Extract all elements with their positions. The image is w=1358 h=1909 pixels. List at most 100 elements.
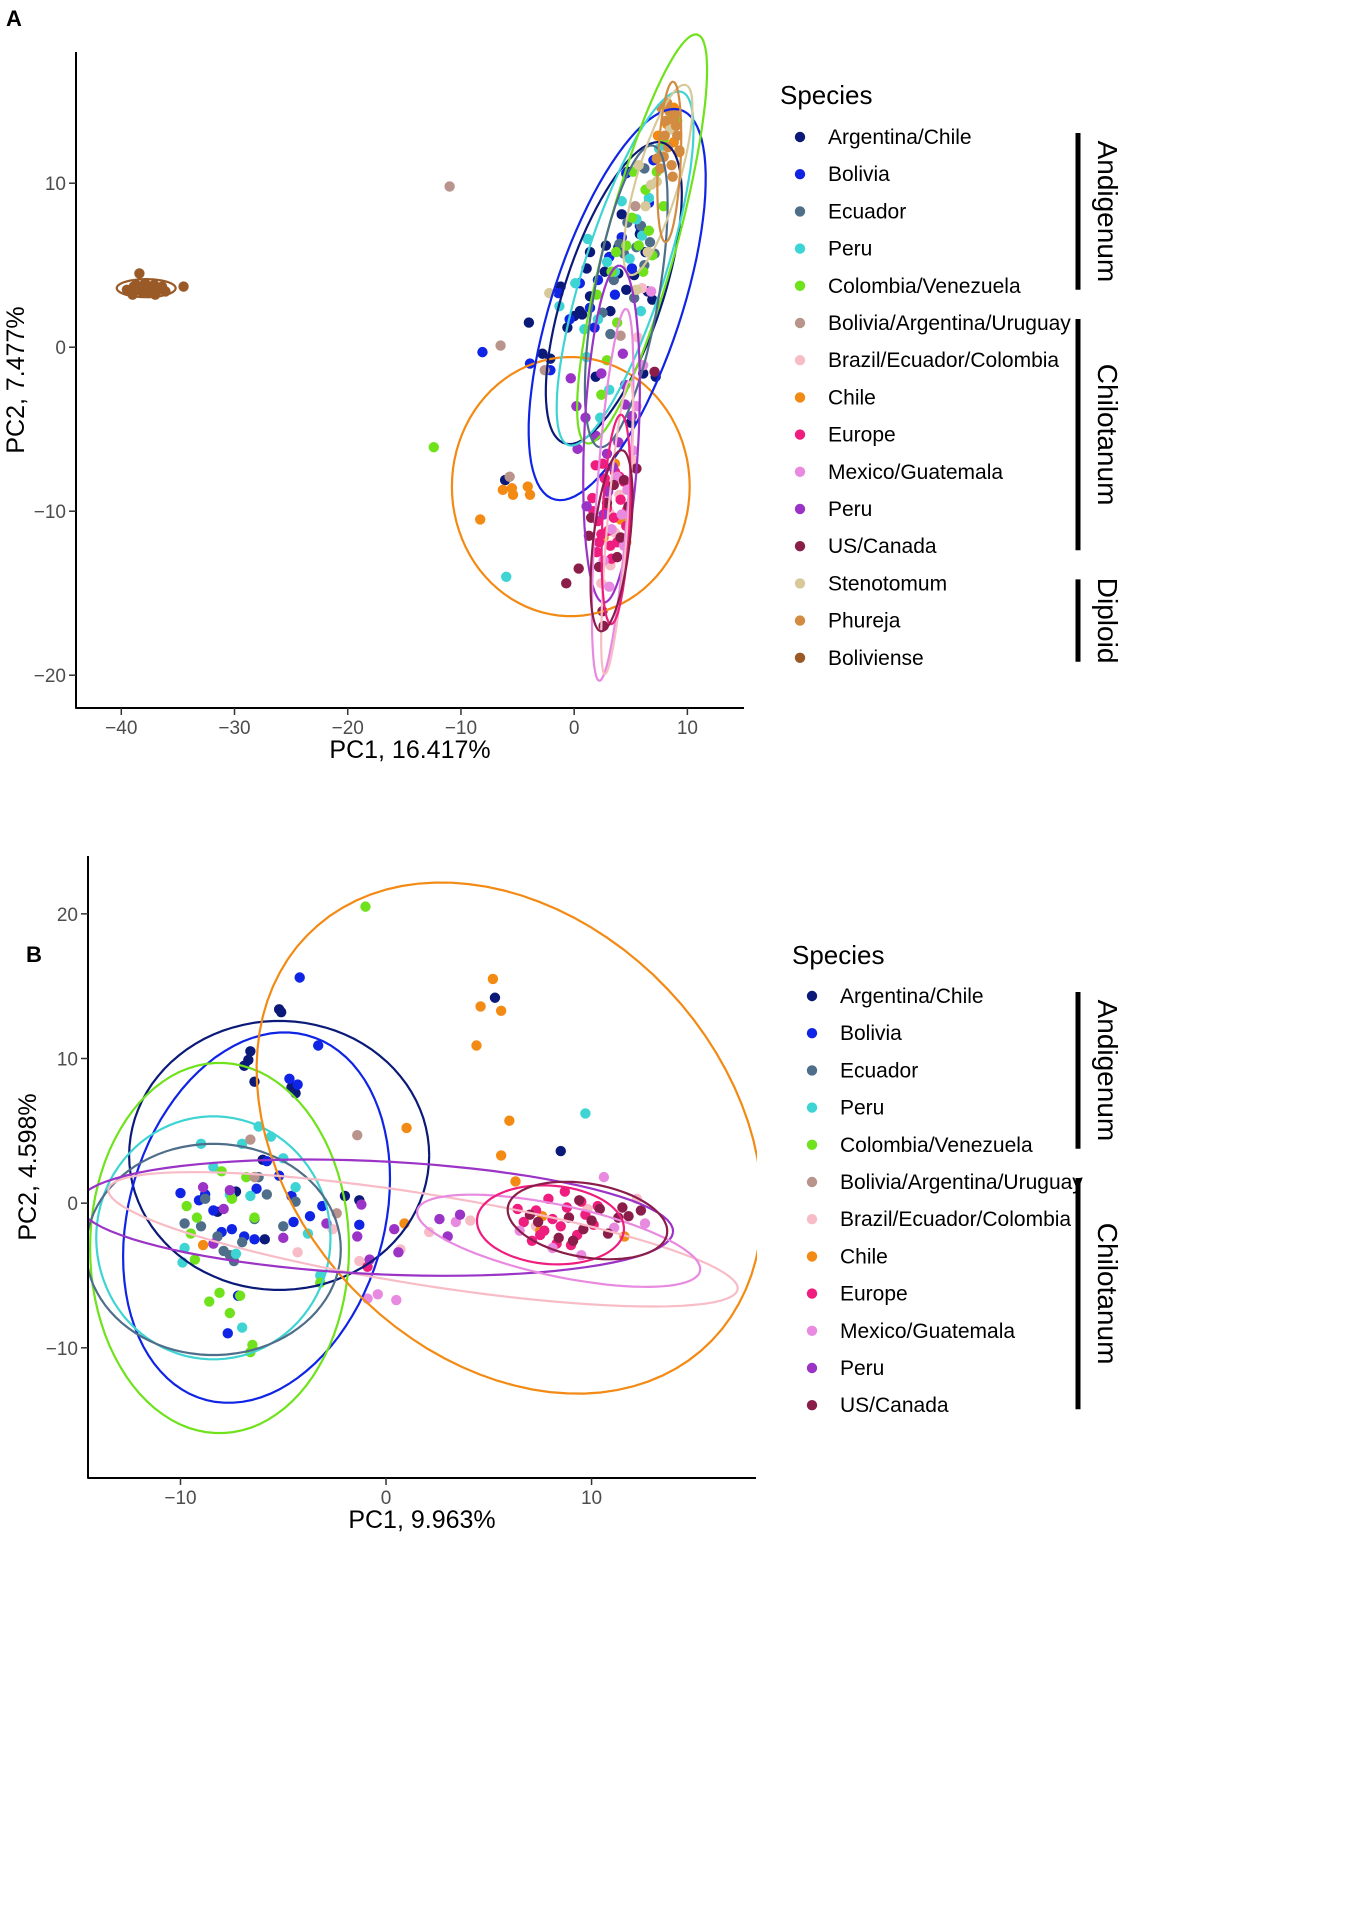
ellipse-peru-a <box>555 90 695 447</box>
ellipse-us-canada <box>589 449 634 633</box>
point-chile <box>522 481 533 492</box>
legend-title: Species <box>780 80 873 110</box>
legend-marker-europe <box>806 1288 818 1299</box>
ellipse-europe <box>475 1184 626 1266</box>
ellipse-argentina-chile <box>127 1019 431 1292</box>
point-ecuador <box>608 274 619 286</box>
panel-b-chart: −10 0 10 −10 0 10 20 PC1, 9.963% PC2, 4.598% Spec… <box>14 856 1123 1534</box>
point-argentina-chile <box>273 1004 285 1015</box>
point-argentina-chile <box>489 992 501 1003</box>
y-axis-title: PC2, 7.477% <box>2 306 30 453</box>
ellipse-colombia-venezuela <box>89 1061 351 1435</box>
point-peru-c <box>356 1199 367 1210</box>
point-us-canada <box>573 563 584 574</box>
legend-label: Chile <box>840 1245 888 1268</box>
legend-label: Peru <box>840 1357 884 1380</box>
plot-area <box>89 881 757 1435</box>
point-peru-a <box>624 253 635 264</box>
point-argentina-chile <box>243 1054 254 1066</box>
legend-label: Brazil/Ecuador/Colombia <box>840 1208 1071 1231</box>
legend-marker-chile <box>794 392 806 403</box>
point-us-canada <box>586 1215 597 1226</box>
point-mexico-guatemala <box>391 1294 402 1306</box>
point-argentina-chile <box>259 1234 270 1245</box>
point-phureja <box>672 130 683 141</box>
point-colombia-venezuela <box>643 225 655 236</box>
point-peru-c <box>393 1247 404 1258</box>
legend-label: Mexico/Guatemala <box>840 1320 1015 1343</box>
point-chile <box>507 489 519 500</box>
y-tick-label: −10 <box>46 1339 78 1360</box>
legend-label: Brazil/Ecuador/Colombia <box>828 349 1059 372</box>
legend-label: Colombia/Venezuela <box>840 1134 1033 1157</box>
ellipse-colombia-venezuela <box>575 33 709 445</box>
point-chile <box>497 484 509 496</box>
legend-marker-us-canada <box>794 541 806 552</box>
legend-label: Ecuador <box>828 200 906 223</box>
legend-label: Peru <box>828 498 872 521</box>
ellipse-boliviense <box>115 278 177 299</box>
point-peru-a <box>245 1190 256 1202</box>
point-peru-a <box>208 1161 219 1173</box>
point-peru-c <box>454 1209 466 1220</box>
point-us-canada <box>578 1224 589 1235</box>
legend-marker-bolivia-argentina-uruguay <box>794 317 806 329</box>
legend-label: Chile <box>828 386 876 409</box>
point-bolivia-argentina-uruguay <box>495 340 506 351</box>
legend-marker-bolivia-argentina-uruguay <box>806 1176 818 1188</box>
point-bolivia <box>304 1210 316 1222</box>
point-bolivia-argentina-uruguay <box>245 1134 256 1145</box>
point-chile <box>401 1122 412 1134</box>
point-bolivia-argentina-uruguay <box>615 330 626 341</box>
point-bolivia <box>226 1224 238 1235</box>
point-colombia-venezuela <box>181 1200 192 1212</box>
point-ecuador <box>278 1221 289 1232</box>
point-argentina-chile <box>245 1046 256 1057</box>
point-us-canada <box>553 1232 564 1244</box>
point-europe <box>587 492 598 504</box>
group-label-chilotanum: Chilotanum <box>1092 1223 1123 1365</box>
point-peru-c <box>352 1231 363 1242</box>
point-peru-a <box>580 1108 591 1119</box>
ellipse-bolivia <box>527 107 707 502</box>
point-bolivia <box>251 1183 262 1194</box>
point-argentina-chile <box>576 309 588 320</box>
legend-label: Colombia/Venezuela <box>828 275 1021 298</box>
legend-label: US/Canada <box>840 1394 949 1417</box>
point-chile <box>487 973 499 985</box>
point-peru-c <box>389 1224 400 1235</box>
ellipse-brazil-ecuador-colombia <box>600 380 635 676</box>
legend-marker-europe <box>794 429 806 440</box>
panel-a-label: A <box>6 6 22 31</box>
legend-marker-bolivia <box>794 169 806 180</box>
point-phureja <box>667 171 678 182</box>
ellipse-peru-c <box>89 1158 675 1277</box>
legend-marker-argentina-chile <box>794 131 806 143</box>
legend-label: Bolivia <box>828 163 890 186</box>
point-mexico-guatemala <box>606 524 617 535</box>
x-tick-label: 0 <box>381 1488 392 1509</box>
point-bolivia-argentina-uruguay <box>444 181 455 192</box>
group-label-chilotanum: Chilotanum <box>1092 364 1123 506</box>
panel-b-label: B <box>26 942 42 967</box>
point-chile <box>474 514 486 525</box>
point-peru-c <box>197 1182 209 1193</box>
x-axis-title: PC1, 9.963% <box>348 1506 495 1534</box>
ellipse-chile <box>450 356 691 618</box>
point-bolivia-argentina-uruguay <box>504 471 515 482</box>
y-axis-title: PC2, 4.598% <box>14 1093 42 1240</box>
legend-marker-brazil-ecuador-colombia <box>794 355 806 366</box>
point-bolivia <box>292 1079 303 1090</box>
point-us-canada <box>615 532 626 543</box>
legend-marker-boliviense <box>794 652 806 663</box>
point-colombia-venezuela <box>633 240 644 251</box>
point-us-canada <box>617 1202 628 1213</box>
point-europe <box>534 1229 546 1241</box>
point-peru-a <box>501 571 512 582</box>
point-bolivia <box>261 1156 273 1167</box>
point-ecuador <box>199 1193 211 1205</box>
legend-marker-brazil-ecuador-colombia <box>806 1214 818 1225</box>
point-peru-a <box>236 1322 248 1333</box>
legend-marker-colombia-venezuela <box>806 1139 818 1151</box>
